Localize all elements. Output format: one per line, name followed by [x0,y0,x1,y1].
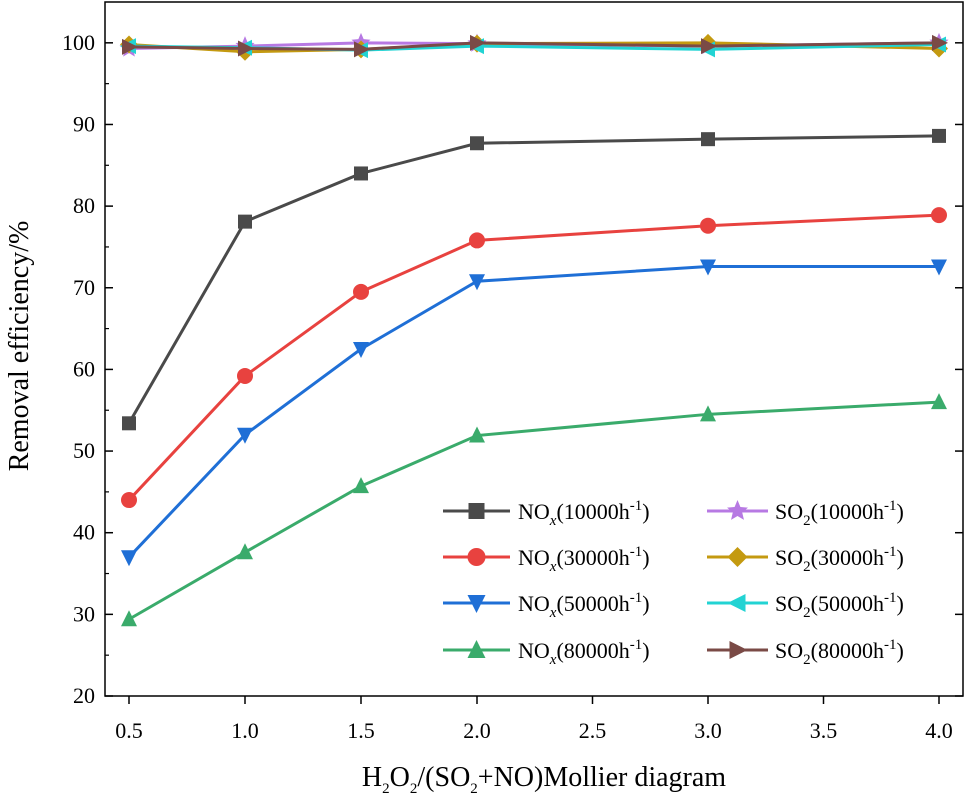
data-point-nox-10000 [354,166,368,181]
legend-item-so2-10000: SO2(10000h-1) [707,498,904,529]
legend-label: NOx(50000h-1) [518,590,650,621]
data-point-nox-80000 [121,610,137,627]
legend-label: NOx(10000h-1) [518,498,650,529]
series-line-nox-30000 [127,213,940,502]
data-point-nox-50000 [469,274,485,291]
y-tick-label: 50 [73,438,95,463]
data-point-nox-10000 [122,416,136,431]
data-point-so2-80000 [238,40,254,57]
legend-item-nox-30000: NOx(30000h-1) [443,544,650,575]
x-tick-label: 1.0 [231,718,259,743]
axes: 20 30 40 50 60 70 80 90 100 0.5 1.0 1.5 2.0 2.5 3.0 3.5… [62,1,964,743]
legend-label: SO2(10000h-1) [775,498,904,529]
series-line-nox-80000 [128,400,940,621]
y-tick-label: 100 [62,30,95,55]
legend-marker [729,641,748,659]
data-point-so2-80000 [122,38,138,55]
x-tick-label: 0.5 [115,718,143,743]
data-point-nox-80000 [469,426,485,443]
legend-marker [727,547,748,567]
legend-label: SO2(80000h-1) [775,637,904,668]
data-point-nox-30000 [469,232,485,249]
data-point-nox-50000 [700,259,716,276]
series-nox-50000 [121,259,947,567]
data-point-nox-80000 [700,405,716,422]
legend-marker [727,500,748,520]
data-point-nox-10000 [701,132,715,147]
data-point-nox-30000 [353,283,369,300]
x-tick-label: 2.5 [579,718,607,743]
x-tick-label: 2.0 [463,718,491,743]
data-point-nox-50000 [237,427,253,444]
series-nox-30000 [121,207,947,509]
legend-item-nox-10000: NOx(10000h-1) [443,498,650,529]
x-tick-label: 3.5 [810,718,838,743]
legend-label: NOx(30000h-1) [518,544,650,575]
series-line-so2-80000 [128,41,940,51]
data-point-so2-80000 [470,34,486,51]
legend-label: SO2(50000h-1) [775,590,904,621]
data-point-nox-80000 [237,543,253,560]
legend-item-so2-80000: SO2(80000h-1) [707,637,904,668]
legend-marker [727,594,746,612]
series-line-nox-10000 [127,134,940,425]
legend-item-nox-80000: NOx(80000h-1) [443,637,650,668]
legend-label: NOx(80000h-1) [518,637,650,668]
legend-marker [467,595,486,613]
data-point-nox-50000 [121,550,137,567]
legend-item-so2-30000: SO2(30000h-1) [707,544,904,575]
legend: NOx(10000h-1) NOx(30000h-1) NOx(50000h-1) N… [443,498,904,668]
series-layer [119,32,949,627]
data-point-nox-10000 [470,136,484,151]
y-tick-label: 90 [73,111,95,136]
y-tick-label: 70 [73,275,95,300]
series-nox-10000 [122,128,946,431]
legend-label: SO2(30000h-1) [775,544,904,575]
y-tick-label: 20 [73,683,95,708]
legend-item-so2-50000: SO2(50000h-1) [707,590,904,621]
y-tick-label: 80 [73,193,95,218]
data-point-nox-30000 [931,207,947,224]
data-point-nox-80000 [353,477,369,494]
data-point-nox-30000 [700,217,716,234]
data-point-so2-80000 [354,41,370,58]
plot-frame [104,1,964,697]
legend-marker [468,503,485,519]
series-line-nox-50000 [127,265,939,559]
x-tick-label: 3.0 [694,718,722,743]
x-tick-label: 4.0 [925,718,953,743]
x-axis-title: H2O2/(SO2+NO)Mollier diagram [362,762,726,797]
legend-marker [467,640,486,658]
y-tick-label: 30 [73,601,95,626]
legend-marker [467,548,486,566]
y-tick-label: 40 [73,520,95,545]
legend-item-nox-50000: NOx(50000h-1) [443,590,650,621]
x-tick-label: 1.5 [347,718,375,743]
series-so2-80000 [122,34,948,58]
data-point-nox-80000 [931,393,947,410]
data-point-so2-80000 [701,38,717,55]
data-point-so2-80000 [932,34,948,51]
data-point-nox-10000 [932,128,946,143]
y-axis-title: Removal efficiency/% [4,221,35,472]
data-point-nox-30000 [237,367,253,384]
data-point-nox-30000 [121,492,137,509]
data-point-nox-50000 [353,342,369,358]
data-point-nox-50000 [931,259,947,276]
y-tick-label: 60 [73,356,95,381]
data-point-nox-10000 [238,214,252,229]
series-nox-80000 [121,393,947,627]
